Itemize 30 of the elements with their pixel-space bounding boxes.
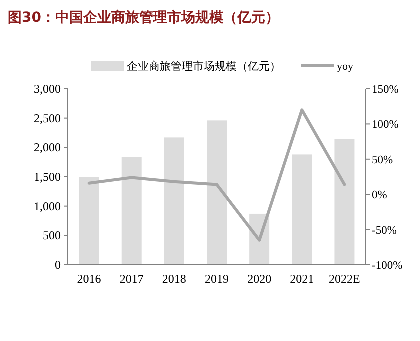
- x-tick-label: 2022E: [329, 272, 360, 286]
- legend-label: yoy: [337, 61, 354, 73]
- legend-label: 企业商旅管理市场规模（亿元）: [127, 60, 281, 73]
- bar: [207, 120, 227, 265]
- y2-tick-label: 0%: [372, 190, 388, 202]
- y2-tick-label: 50%: [372, 154, 394, 166]
- x-tick-label: 2018: [162, 272, 186, 286]
- y2-tick-label: 150%: [372, 84, 400, 96]
- bar: [164, 138, 184, 265]
- bar: [79, 177, 100, 265]
- chart-title: 图30：中国企业商旅管理市场规模（亿元）: [8, 9, 280, 26]
- y-tick-label: 2,500: [34, 111, 61, 126]
- line-series: [88, 108, 346, 242]
- bar: [334, 139, 355, 265]
- x-tick-label: 2016: [77, 272, 102, 286]
- x-tick-label: 2020: [248, 272, 272, 286]
- y-tick-label: 2,000: [34, 140, 61, 155]
- x-tick-label: 2019: [205, 272, 229, 286]
- bar: [122, 157, 142, 265]
- x-tick-label: 2017: [120, 272, 144, 286]
- y-tick-label: 500: [43, 228, 61, 243]
- y2-tick-label: 100%: [372, 119, 400, 132]
- y-tick-label: 1,500: [34, 170, 61, 184]
- y-tick-label: 0: [55, 258, 61, 272]
- y2-tick-label: -100%: [372, 260, 404, 272]
- y-tick-label: 3,000: [34, 82, 61, 96]
- x-tick-label: 2021: [290, 272, 314, 286]
- y-tick-label: 1,000: [34, 199, 61, 214]
- y2-tick-label: -50%: [372, 224, 398, 237]
- bar: [292, 154, 312, 265]
